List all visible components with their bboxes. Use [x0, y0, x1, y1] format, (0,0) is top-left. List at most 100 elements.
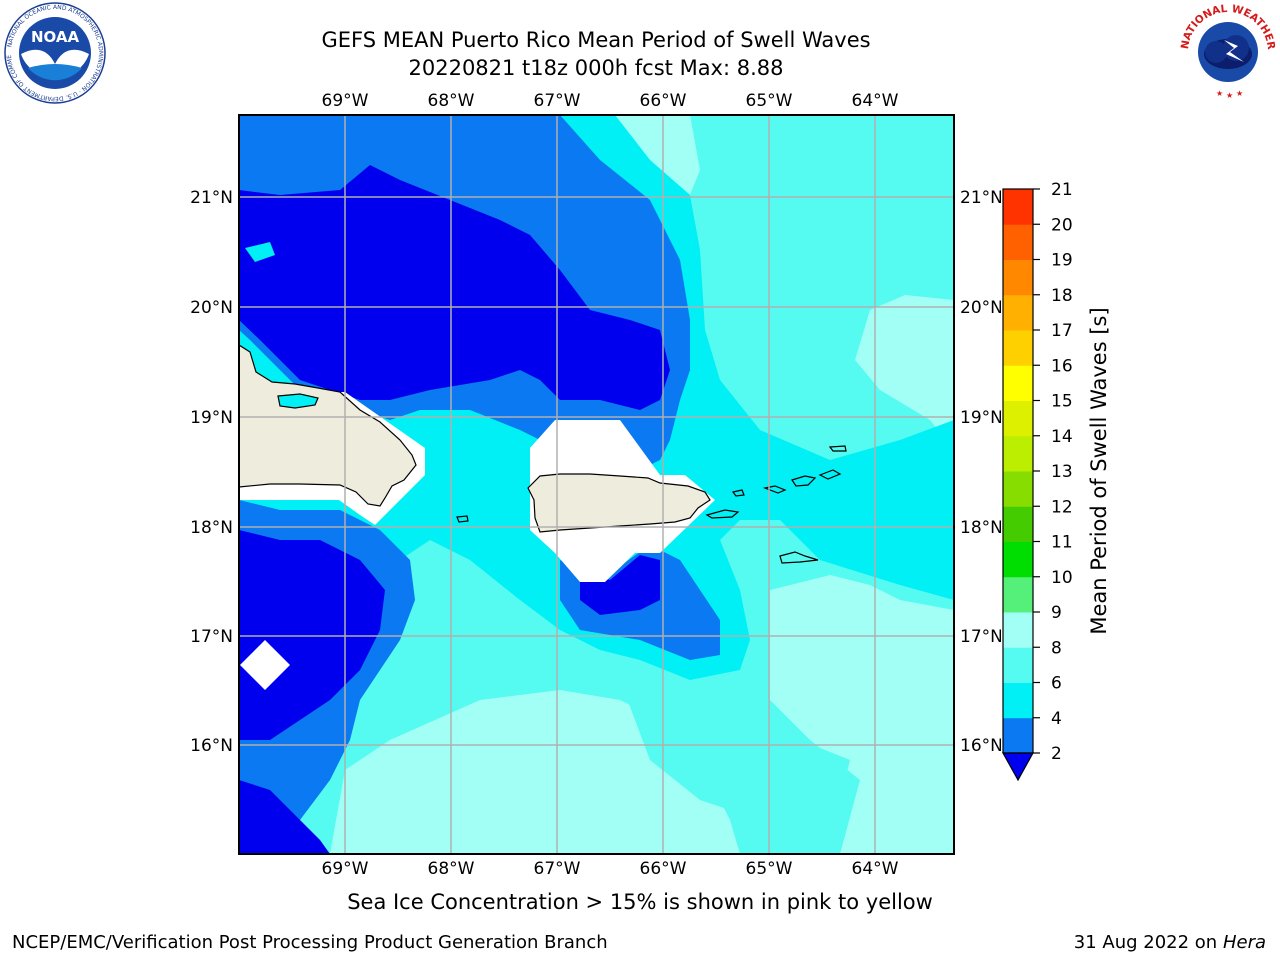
- machine-name: Hera: [1222, 932, 1266, 953]
- colorbar-tick-label: 11: [1051, 533, 1073, 553]
- noaa-logo-text: NOAA: [31, 28, 80, 46]
- colorbar-segment: [1003, 612, 1033, 648]
- right-lat-labels: 21°N 20°N 19°N 18°N 17°N 16°N: [960, 188, 1003, 756]
- colorbar-tick-labels: 2 4 6 8 9 10 11 12 13 14 15 16 17 18 19 20 21: [1033, 180, 1073, 764]
- island-virgin-gorda: [818, 469, 842, 480]
- colorbar-segment: [1003, 506, 1033, 542]
- lat-label: 17°N: [960, 627, 1003, 647]
- nws-logo: NATIONAL WEATHER SERVICE ★ ★ ★: [1176, 2, 1277, 100]
- colorbar-segment: [1003, 365, 1033, 401]
- lat-label: 20°N: [960, 298, 1003, 318]
- lon-label: 69°W: [322, 91, 369, 111]
- lat-label: 20°N: [190, 298, 233, 318]
- producer-credit: NCEP/EMC/Verification Post Processing Pr…: [12, 932, 608, 953]
- colorbar-segment: [1003, 647, 1033, 683]
- lat-label: 21°N: [960, 188, 1003, 208]
- colorbar-segment: [1003, 471, 1033, 507]
- lon-label: 68°W: [428, 91, 475, 111]
- lon-label: 64°W: [852, 859, 899, 879]
- map-frame: [238, 114, 955, 855]
- map-title: GEFS MEAN Puerto Rico Mean Period of Swe…: [321, 28, 871, 52]
- sea-ice-caption: Sea Ice Concentration > 15% is shown in …: [347, 890, 933, 914]
- lat-label: 18°N: [190, 518, 233, 538]
- svg-text:★: ★: [1216, 89, 1223, 98]
- colorbar-tick-label: 17: [1051, 321, 1073, 341]
- band-8-9-patch: [770, 575, 954, 854]
- band-below-2: [239, 530, 385, 740]
- lon-label: 66°W: [640, 859, 687, 879]
- colorbar-segments: [1003, 189, 1033, 754]
- swell-period-field: [239, 115, 954, 854]
- lat-label: 19°N: [960, 408, 1003, 428]
- island-st-thomas: [762, 485, 787, 494]
- colorbar-tick-label: 18: [1051, 286, 1073, 306]
- land-tortuga: [277, 393, 319, 409]
- band-below-2: [580, 555, 660, 615]
- colorbar-tick-label: 12: [1051, 497, 1073, 517]
- graticule: [239, 115, 954, 854]
- left-lat-labels: 21°N 20°N 19°N 18°N 17°N 16°N: [190, 188, 233, 756]
- island-vieques: [705, 509, 740, 519]
- colorbar: 2 4 6 8 9 10 11 12 13 14 15 16 17 18 19 20 21 Mean Perio…: [1001, 180, 1111, 782]
- lon-label: 67°W: [534, 859, 581, 879]
- lat-label: 21°N: [190, 188, 233, 208]
- island-anegada: [828, 445, 847, 452]
- colorbar-tick-label: 10: [1051, 568, 1073, 588]
- colorbar-segment: [1003, 189, 1033, 225]
- colorbar-tick-label: 14: [1051, 427, 1073, 447]
- land-puerto-rico: [527, 473, 711, 533]
- lon-label: 64°W: [852, 91, 899, 111]
- lat-label: 19°N: [190, 408, 233, 428]
- colorbar-extend-triangle: [1001, 752, 1035, 782]
- band-below-2: [239, 780, 330, 854]
- lon-label: 68°W: [428, 859, 475, 879]
- island-mona: [456, 515, 469, 523]
- island-culebra: [731, 489, 745, 497]
- colorbar-segment: [1003, 435, 1033, 472]
- colorbar-segment: [1003, 224, 1033, 260]
- band-8-9-patch: [330, 690, 740, 854]
- colorbar-tick-label: 21: [1051, 180, 1073, 200]
- colorbar-tick-label: 19: [1051, 251, 1073, 271]
- lon-label: 65°W: [746, 859, 793, 879]
- lat-label: 17°N: [190, 627, 233, 647]
- land-hispaniola: [239, 344, 417, 507]
- top-lon-labels: 69°W 68°W 67°W 66°W 65°W 64°W: [322, 91, 899, 111]
- colorbar-segment: [1003, 717, 1033, 754]
- lat-label: 16°N: [190, 736, 233, 756]
- colorbar-segment: [1003, 330, 1033, 366]
- colorbar-tick-label: 13: [1051, 462, 1073, 482]
- colorbar-tick-label: 20: [1051, 215, 1073, 235]
- lon-label: 65°W: [746, 91, 793, 111]
- band-below-2: [239, 165, 670, 410]
- colorbar-tick-label: 9: [1051, 603, 1062, 623]
- colorbar-tick-label: 16: [1051, 356, 1073, 376]
- svg-text:★: ★: [1236, 89, 1243, 98]
- island-tortola: [791, 475, 817, 487]
- colorbar-segment: [1003, 682, 1033, 719]
- lat-label: 16°N: [960, 736, 1003, 756]
- colorbar-segment: [1003, 576, 1033, 613]
- colorbar-tick-label: 2: [1051, 744, 1062, 764]
- colorbar-tick-label: 15: [1051, 392, 1073, 412]
- lon-label: 66°W: [640, 91, 687, 111]
- colorbar-tick-label: 8: [1051, 638, 1062, 658]
- lat-label: 18°N: [960, 518, 1003, 538]
- lon-label: 67°W: [534, 91, 581, 111]
- island-st-croix: [779, 551, 819, 564]
- band-4-6-patch: [245, 242, 275, 262]
- colorbar-tick-label: 6: [1051, 674, 1062, 694]
- band-6-8-patch: [720, 350, 780, 400]
- noaa-logo: NATIONAL OCEANIC AND ATMOSPHERIC ADMINIS…: [4, 2, 106, 104]
- colorbar-tick-label: 4: [1051, 709, 1062, 729]
- band-8-9-patch: [615, 115, 700, 195]
- lon-label: 69°W: [322, 859, 369, 879]
- colorbar-segment: [1003, 259, 1033, 296]
- run-date-credit: 31 Aug 2022 on Hera: [1074, 932, 1266, 953]
- band-8-9-patch: [855, 295, 954, 450]
- colorbar-segment: [1003, 541, 1033, 578]
- lightning-icon: [1224, 40, 1244, 62]
- band-6-8-patch: [620, 680, 850, 820]
- forecast-subtitle: 20220821 t18z 000h fcst Max: 8.88: [408, 56, 784, 80]
